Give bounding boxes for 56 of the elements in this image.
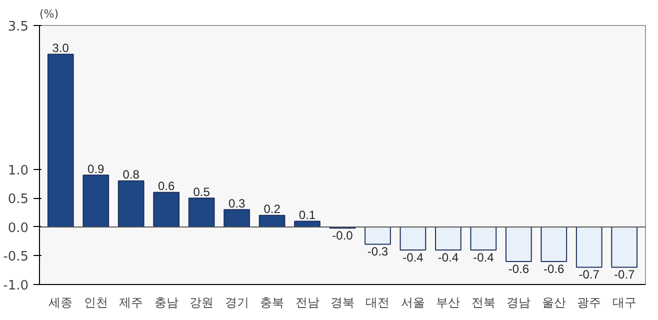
bar: [258, 214, 286, 228]
bar: [153, 192, 180, 228]
data-label: -0.6: [544, 262, 565, 276]
bar: [400, 226, 426, 250]
y-tick-label: 0.5: [8, 192, 29, 208]
data-label: 0.1: [298, 208, 316, 222]
bar: [224, 209, 250, 228]
y-tick-label: 0.0: [8, 220, 29, 236]
bar: [47, 54, 74, 228]
bar: [576, 226, 602, 268]
x-tick-label: 대구: [612, 296, 636, 310]
bar: [188, 198, 215, 228]
x-tick-label: 충남: [154, 296, 178, 310]
bar: [118, 180, 144, 228]
x-tick-label: 제주: [119, 296, 144, 310]
data-label: -0.3: [367, 244, 388, 259]
x-tick-label: 울산: [542, 296, 566, 310]
bar: [470, 226, 497, 250]
data-label: 0.6: [158, 179, 176, 194]
data-label: -0.4: [438, 250, 459, 264]
data-label: -0.4: [402, 250, 424, 264]
data-label: -0.0: [332, 228, 354, 242]
x-tick-label: 경남: [506, 296, 531, 310]
data-label: 0.3: [228, 196, 246, 210]
bar: [364, 226, 391, 245]
bar: [82, 174, 110, 228]
y-tick-label: 3.5: [8, 20, 29, 34]
data-label: -0.7: [578, 268, 600, 282]
x-tick-label: 대전: [366, 296, 390, 310]
x-tick-label: 경북: [330, 296, 354, 310]
y-tick-label: 1.0: [8, 163, 29, 178]
data-label: 0.8: [122, 168, 140, 182]
x-tick-label: 충북: [260, 296, 284, 310]
bar: [540, 226, 568, 262]
x-tick-label: 부산: [436, 296, 460, 310]
data-label: -0.6: [508, 262, 530, 276]
y-axis-title: (%): [40, 8, 59, 20]
bar: [435, 226, 462, 250]
data-label: 0.5: [193, 184, 210, 199]
y-tick-label: -1.0: [3, 278, 29, 294]
x-tick-label: 전남: [295, 296, 320, 310]
data-label: -0.7: [614, 268, 636, 282]
x-tick-label: 광주: [577, 296, 602, 310]
bar: [505, 226, 532, 262]
data-label: 3.0: [52, 40, 70, 55]
x-tick-label: 세종: [48, 296, 73, 310]
data-label: -0.4: [473, 250, 494, 264]
y-tick-label: -0.5: [3, 250, 29, 265]
x-tick-label: 인천: [84, 296, 108, 310]
x-tick-label: 전북: [471, 296, 496, 310]
x-tick-label: 강원: [190, 296, 214, 310]
x-tick-label: 서울: [400, 296, 425, 310]
data-label: 0.9: [88, 162, 105, 176]
x-tick-label: 경기: [224, 296, 249, 310]
data-label: 0.2: [264, 202, 281, 216]
bar: [611, 226, 638, 268]
